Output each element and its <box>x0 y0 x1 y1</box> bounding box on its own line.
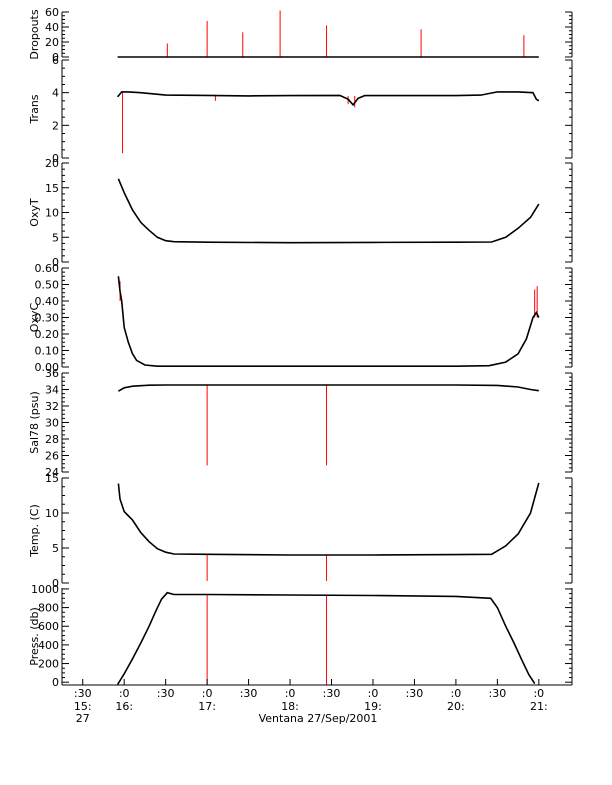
y-tick-label: 0 <box>52 256 59 269</box>
x-hour-label: 20: <box>447 700 465 713</box>
x-day-label: 27 <box>76 712 90 725</box>
y-tick-label: 40 <box>45 21 59 34</box>
y-tick-label: 15 <box>45 472 59 485</box>
x-tick-label: :0 <box>533 687 544 700</box>
y-axis-label: Press. (db) <box>28 607 41 666</box>
time-axis: :3015:27:016::30:017::30:018::30:019::30… <box>62 679 572 725</box>
data-line <box>117 482 540 556</box>
y-tick-label: 0.20 <box>35 328 60 341</box>
panels: 0204060Dropouts0246Trans05101520OxyT0.00… <box>28 6 573 689</box>
y-tick-label: 800 <box>38 602 59 615</box>
x-hour-label: 16: <box>115 700 133 713</box>
y-tick-label: 0.40 <box>35 295 60 308</box>
panel-6: 0 200 400 600 800 1000 Press. (db) <box>28 583 573 689</box>
y-tick-label: 6 <box>52 54 59 67</box>
y-axis-label: Dropouts <box>28 9 41 59</box>
y-tick-label: 0.30 <box>35 312 60 325</box>
y-tick-label: 5 <box>52 231 59 244</box>
y-axis-label: OxyC <box>28 303 41 333</box>
y-tick-label: 1000 <box>31 583 59 596</box>
x-tick-label: :30 <box>240 687 258 700</box>
y-tick-label: 26 <box>45 450 59 463</box>
panel-5: 0 5 10 15 Temp. (C) <box>28 472 573 590</box>
y-tick-label: 0.50 <box>35 279 60 292</box>
x-tick-label: :0 <box>285 687 296 700</box>
x-hour-label: 21: <box>530 700 548 713</box>
y-axis-label: OxyT <box>28 198 41 227</box>
y-tick-label: 10 <box>45 507 59 520</box>
y-tick-label: 0 <box>52 152 59 165</box>
x-tick-label: :30 <box>157 687 175 700</box>
y-tick-label: 32 <box>45 400 59 413</box>
x-tick-label: :0 <box>119 687 130 700</box>
y-tick-label: 28 <box>45 433 59 446</box>
y-tick-label: 0 <box>52 51 59 64</box>
data-line <box>117 178 540 244</box>
y-tick-label: 4 <box>52 87 59 100</box>
y-axis-label: Temp. (C) <box>28 504 41 558</box>
panel-3: 0.00 0.10 0.20 0.30 0.40 0.50 0.60 OxyC <box>28 262 573 374</box>
y-tick-label: 0 <box>52 676 59 689</box>
data-line <box>116 91 540 107</box>
x-hour-label: 15: <box>74 700 92 713</box>
y-tick-label: 24 <box>45 466 59 479</box>
y-tick-label: 30 <box>45 417 59 430</box>
y-tick-label: 0.00 <box>35 361 60 374</box>
y-tick-label: 400 <box>38 639 59 652</box>
y-tick-label: 0 <box>52 577 59 590</box>
y-tick-label: 200 <box>38 658 59 671</box>
y-tick-label: 36 <box>45 367 59 380</box>
x-tick-label: :0 <box>368 687 379 700</box>
y-tick-label: 60 <box>45 6 59 19</box>
x-tick-label: :30 <box>489 687 507 700</box>
x-tick-label: :0 <box>202 687 213 700</box>
x-tick-label: :0 <box>451 687 462 700</box>
chart-caption: Ventana 27/Sep/2001 <box>259 712 378 725</box>
y-tick-label: 20 <box>45 36 59 49</box>
x-hour-label: 19: <box>364 700 382 713</box>
y-axis-label: Sal78 (psu) <box>28 391 41 454</box>
y-tick-label: 2 <box>52 119 59 132</box>
y-tick-label: 20 <box>45 157 59 170</box>
panel-4: 24 26 28 30 32 34 36 Sal78 (psu) <box>28 367 573 479</box>
x-hour-label: 17: <box>198 700 216 713</box>
panel-1: 0 2 4 6 Trans <box>28 54 573 165</box>
y-tick-label: 10 <box>45 207 59 220</box>
y-tick-label: 600 <box>38 620 59 633</box>
data-line <box>116 591 536 685</box>
panel-0: 0 20 40 60 Dropouts <box>28 6 573 64</box>
data-line <box>117 276 540 368</box>
data-line <box>117 384 539 392</box>
x-tick-label: :30 <box>74 687 92 700</box>
y-tick-label: 0.60 <box>35 262 60 275</box>
y-tick-label: 15 <box>45 182 59 195</box>
y-tick-label: 34 <box>45 384 59 397</box>
x-hour-label: 18: <box>281 700 299 713</box>
x-tick-label: :30 <box>406 687 424 700</box>
y-tick-label: 5 <box>52 542 59 555</box>
y-tick-label: 0.10 <box>35 345 60 358</box>
panel-2: 0 5 10 15 20 OxyT <box>28 157 573 269</box>
x-tick-label: :30 <box>323 687 341 700</box>
y-axis-label: Trans <box>28 94 41 124</box>
